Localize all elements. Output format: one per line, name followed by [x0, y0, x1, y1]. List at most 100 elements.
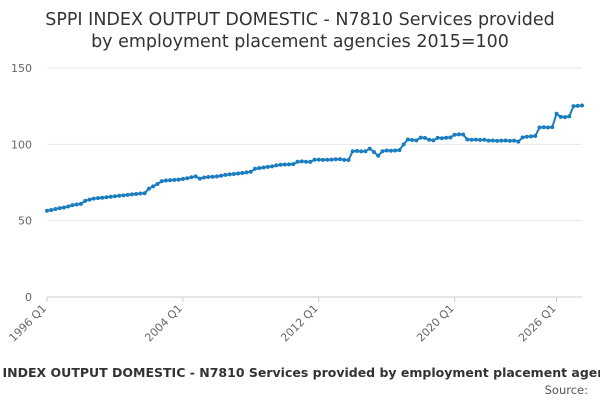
data-point [567, 114, 572, 119]
x-tick-label: 2012 Q1 [278, 302, 321, 345]
x-tick-label: 2004 Q1 [142, 302, 185, 345]
data-point [388, 148, 393, 153]
data-point [482, 137, 487, 142]
y-tick-label: 0 [25, 291, 32, 304]
data-point [486, 138, 491, 143]
data-point [431, 138, 436, 143]
data-point [253, 166, 258, 171]
data-point [240, 171, 245, 176]
data-point [70, 203, 75, 208]
data-point [384, 148, 389, 153]
source-label: Source: [545, 383, 588, 397]
data-point [473, 137, 478, 142]
data-point [121, 193, 126, 198]
data-point [363, 149, 368, 154]
data-point [490, 138, 495, 143]
data-point [202, 175, 207, 180]
x-tick-label: 2026 Q1 [516, 302, 559, 345]
data-point [219, 173, 224, 178]
data-point [524, 134, 529, 139]
y-tick-label: 50 [18, 215, 32, 228]
data-point [529, 134, 534, 139]
data-point [346, 158, 351, 163]
data-point [257, 166, 262, 171]
data-point [427, 137, 432, 142]
data-point [422, 135, 427, 140]
data-point [291, 162, 296, 167]
data-point [439, 136, 444, 141]
data-point [61, 205, 66, 210]
data-point [278, 162, 283, 167]
data-point [371, 149, 376, 154]
y-gridlines [47, 67, 582, 222]
data-point [193, 174, 198, 179]
data-point [512, 138, 517, 143]
data-point [78, 201, 83, 206]
data-point [185, 176, 190, 181]
data-point [580, 103, 584, 108]
data-point [495, 138, 500, 143]
data-point [533, 133, 538, 138]
data-point [295, 159, 300, 164]
data-point [206, 175, 211, 179]
data-point [516, 139, 521, 144]
data-point [74, 202, 79, 207]
data-point [325, 157, 330, 162]
data-point [236, 171, 241, 176]
data-point [117, 193, 122, 198]
data-point [312, 157, 317, 162]
y-axis-ticks: 0 50 100 150 [11, 62, 32, 304]
data-point [546, 125, 551, 130]
data-point [435, 135, 440, 140]
data-point [138, 191, 143, 196]
data-point [418, 135, 423, 140]
data-point [125, 192, 130, 197]
data-point [448, 135, 453, 140]
data-point [214, 174, 219, 179]
y-tick-label: 100 [11, 138, 32, 151]
data-point [210, 174, 215, 179]
data-point [66, 204, 71, 209]
data-point [304, 159, 309, 164]
data-point [563, 115, 568, 120]
data-point [151, 184, 156, 189]
footer-legend: SPPI INDEX OUTPUT DOMESTIC - N7810 Servi… [0, 365, 600, 380]
data-point [461, 132, 466, 137]
data-point [104, 195, 109, 200]
data-point [176, 177, 181, 182]
data-point [100, 195, 105, 200]
data-point [478, 137, 483, 142]
data-point [541, 125, 546, 130]
data-point [49, 207, 54, 212]
data-point [180, 176, 185, 181]
data-point [333, 157, 338, 162]
data-point [465, 137, 470, 142]
data-point [550, 125, 555, 130]
data-point [380, 149, 385, 154]
data-point [172, 177, 177, 182]
data-point [503, 138, 508, 143]
data-point [108, 194, 113, 199]
data-point [87, 197, 92, 202]
data-point [499, 138, 504, 143]
x-axis-ticks: 1996 Q1 2004 Q1 2012 Q1 2020 Q1 2026 Q1 [7, 297, 559, 344]
data-point [469, 137, 474, 142]
data-point [520, 135, 525, 140]
data-point [223, 172, 228, 177]
x-tick-label: 1996 Q1 [7, 302, 50, 345]
data-point [248, 169, 253, 174]
data-point [405, 137, 410, 142]
data-point [227, 172, 232, 177]
data-point [410, 138, 415, 143]
data-point [274, 163, 279, 168]
data-point [342, 157, 347, 162]
data-point [571, 104, 576, 109]
data-point [53, 207, 58, 212]
y-tick-label: 150 [11, 62, 32, 75]
data-point [537, 125, 542, 130]
data-point [452, 132, 457, 137]
data-point [354, 149, 359, 154]
data-point [129, 192, 134, 197]
series-line-group [45, 103, 584, 213]
